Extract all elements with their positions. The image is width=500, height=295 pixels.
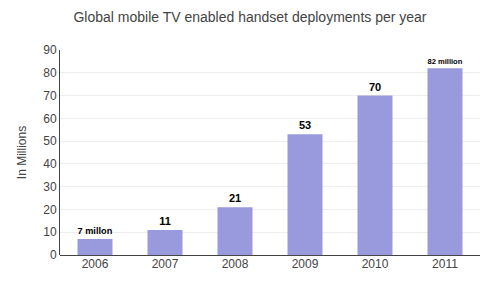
svg-text:11: 11 bbox=[159, 215, 171, 227]
svg-text:10: 10 bbox=[43, 225, 57, 239]
svg-text:60: 60 bbox=[43, 112, 57, 126]
svg-text:In Millions: In Millions bbox=[15, 126, 29, 179]
svg-text:7 millon: 7 millon bbox=[78, 226, 113, 236]
svg-text:21: 21 bbox=[229, 192, 241, 204]
svg-text:2008: 2008 bbox=[222, 257, 249, 271]
svg-text:2006: 2006 bbox=[82, 257, 109, 271]
svg-text:Global mobile TV enabled hands: Global mobile TV enabled handset deploym… bbox=[73, 9, 426, 25]
svg-text:70: 70 bbox=[369, 81, 381, 93]
svg-text:2009: 2009 bbox=[292, 257, 319, 271]
svg-text:90: 90 bbox=[43, 43, 57, 57]
svg-text:2007: 2007 bbox=[152, 257, 179, 271]
svg-text:80: 80 bbox=[43, 66, 57, 80]
svg-text:2011: 2011 bbox=[432, 257, 458, 271]
svg-text:30: 30 bbox=[43, 180, 57, 194]
svg-text:82 million: 82 million bbox=[428, 57, 463, 66]
svg-text:50: 50 bbox=[43, 134, 57, 148]
svg-text:40: 40 bbox=[43, 157, 57, 171]
svg-text:53: 53 bbox=[299, 119, 311, 131]
svg-text:2010: 2010 bbox=[362, 257, 389, 271]
svg-text:0: 0 bbox=[50, 248, 57, 262]
svg-text:70: 70 bbox=[43, 89, 57, 103]
svg-text:20: 20 bbox=[43, 203, 57, 217]
